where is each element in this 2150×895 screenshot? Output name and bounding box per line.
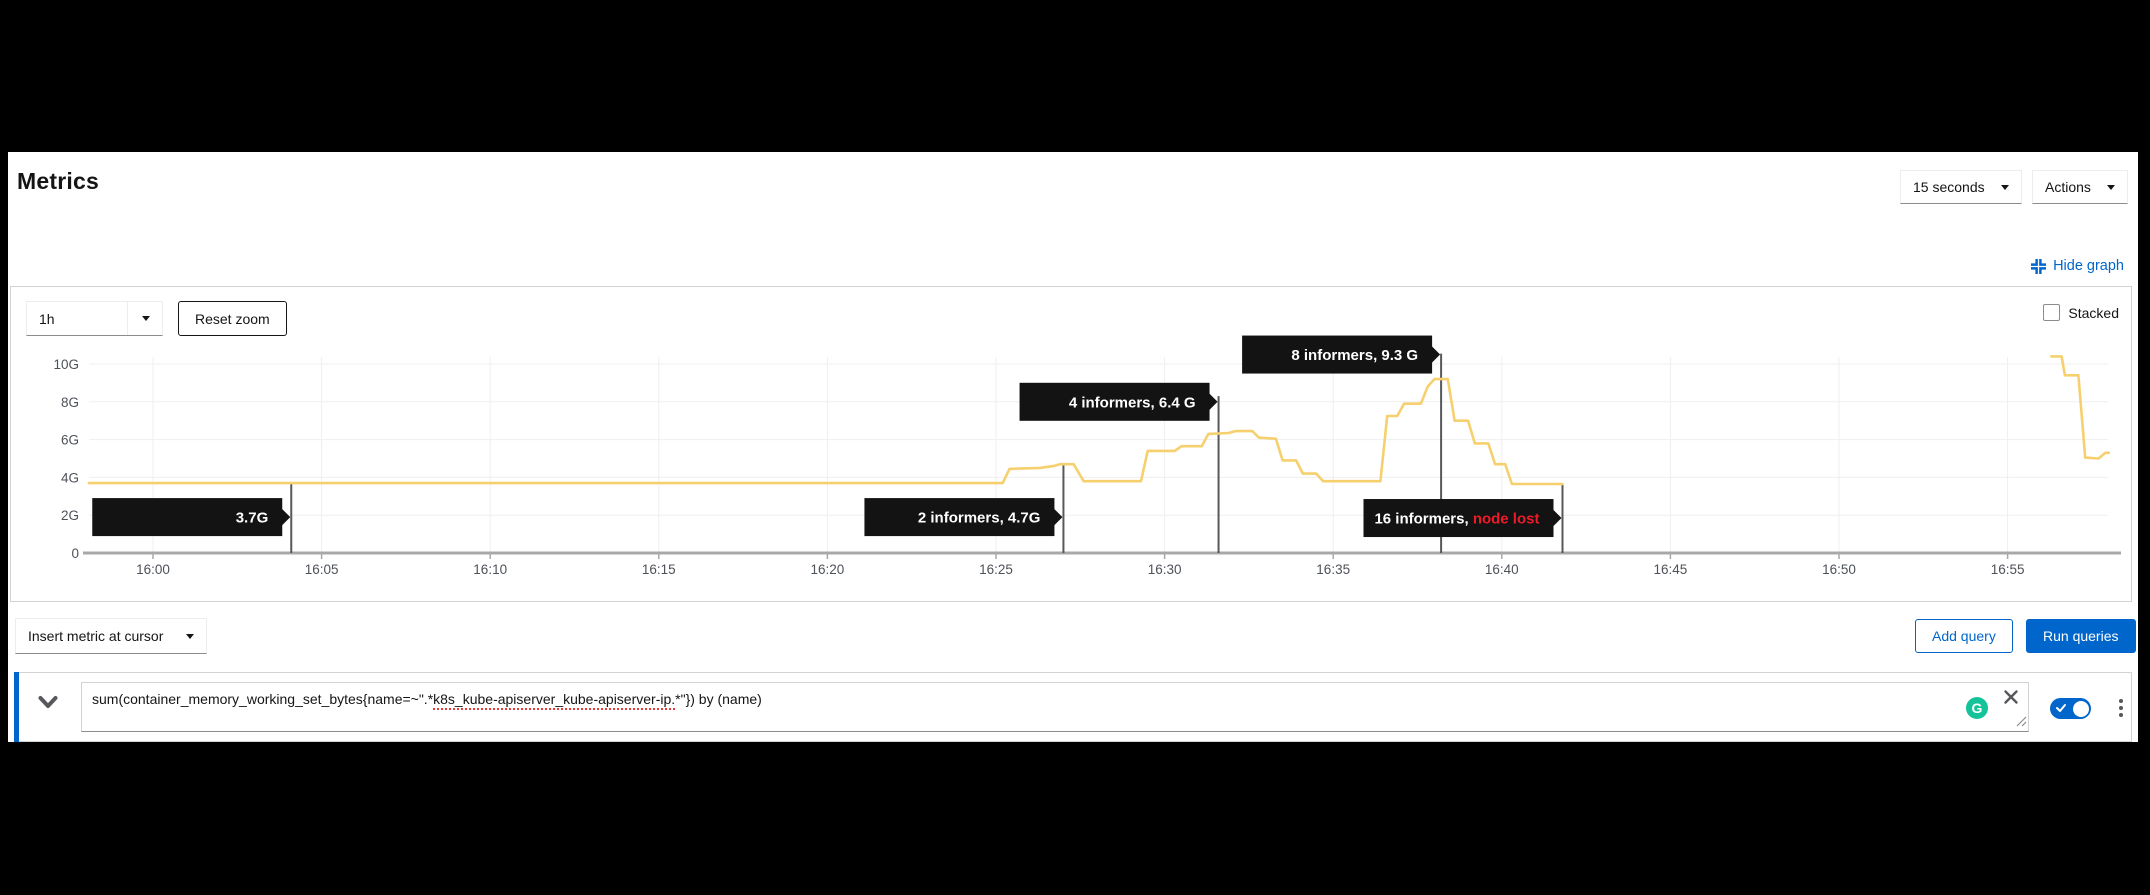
- metrics-page: Metrics 15 seconds Actions Hide graph 1h…: [8, 152, 2138, 742]
- x-tick-label: 16:30: [1148, 562, 1182, 577]
- chevron-down-icon: [2001, 184, 2009, 190]
- query-row: sum(container_memory_working_set_bytes{n…: [14, 672, 2132, 742]
- svg-text:16 informers, node lost: 16 informers, node lost: [1374, 511, 1539, 528]
- svg-text:8 informers, 9.3 G: 8 informers, 9.3 G: [1291, 347, 1418, 364]
- x-tick-label: 16:40: [1485, 562, 1519, 577]
- x-tick-label: 16:35: [1316, 562, 1350, 577]
- x-tick-label: 16:50: [1822, 562, 1856, 577]
- run-queries-button[interactable]: Run queries: [2026, 619, 2136, 653]
- query-expression-suffix: *"}) by (name): [675, 691, 762, 707]
- graph-panel: 1h Reset zoom Stacked 0 2G 4G 6G 8G 10G 16:00 1…: [10, 286, 2132, 602]
- chart-annotation: 8 informers, 9.3 G: [1242, 335, 1441, 374]
- stacked-checkbox[interactable]: [2043, 304, 2061, 321]
- insert-metric-select[interactable]: Insert metric at cursor: [15, 618, 207, 654]
- hide-graph-label: Hide graph: [2053, 258, 2124, 274]
- series-line: [87, 377, 1564, 486]
- stacked-label: Stacked: [2068, 304, 2119, 321]
- query-expression-input[interactable]: sum(container_memory_working_set_bytes{n…: [81, 682, 2029, 732]
- hide-graph-link[interactable]: Hide graph: [2031, 258, 2124, 274]
- actions-menu-button[interactable]: Actions: [2032, 170, 2128, 204]
- kebab-menu-icon[interactable]: [2112, 693, 2130, 723]
- chevron-down-icon: [142, 316, 150, 321]
- x-tick-label: 16:15: [642, 562, 676, 577]
- series-line: [2050, 355, 2111, 460]
- insert-metric-label: Insert metric at cursor: [28, 628, 164, 644]
- x-tick-label: 16:25: [979, 562, 1013, 577]
- close-icon[interactable]: [2002, 688, 2020, 709]
- refresh-interval-value: 15 seconds: [1913, 179, 1985, 195]
- toggle-knob: [2072, 700, 2089, 717]
- y-tick-label: 8G: [61, 395, 79, 410]
- chart-annotation: 16 informers, node lost: [1363, 499, 1562, 538]
- query-enabled-toggle[interactable]: [2050, 698, 2091, 719]
- grammarly-icon[interactable]: G: [1966, 697, 1988, 719]
- y-tick-label: 0: [71, 546, 79, 561]
- actions-label: Actions: [2045, 179, 2091, 195]
- resize-handle[interactable]: [2016, 714, 2027, 730]
- add-query-button[interactable]: Add query: [1915, 619, 2013, 653]
- y-tick-label: 2G: [61, 508, 79, 523]
- chevron-down-icon: [186, 633, 194, 639]
- svg-text:3.7G: 3.7G: [236, 510, 269, 527]
- x-tick-label: 16:05: [305, 562, 339, 577]
- refresh-interval-select[interactable]: 15 seconds: [1900, 170, 2022, 204]
- divider: [127, 302, 128, 335]
- chart-annotation: 3.7G: [92, 498, 291, 537]
- query-accent-bar: [14, 672, 19, 742]
- x-tick-label: 16:45: [1654, 562, 1688, 577]
- collapse-query-chevron-icon[interactable]: [38, 695, 58, 714]
- chart-annotation: 2 informers, 4.7G: [864, 498, 1063, 537]
- y-tick-label: 6G: [61, 433, 79, 448]
- query-expression-spellcheck: k8s_kube-apiserver_kube-apiserver-ip.: [433, 691, 676, 710]
- svg-text:2 informers, 4.7G: 2 informers, 4.7G: [918, 510, 1041, 527]
- x-tick-label: 16:00: [136, 562, 170, 577]
- time-range-select[interactable]: 1h: [26, 301, 163, 336]
- y-tick-label: 10G: [53, 357, 79, 372]
- x-tick-label: 16:10: [473, 562, 507, 577]
- chart-annotation: 4 informers, 6.4 G: [1019, 382, 1218, 421]
- time-range-value: 1h: [39, 310, 55, 327]
- y-tick-label: 4G: [61, 470, 79, 485]
- x-tick-label: 16:55: [1991, 562, 2025, 577]
- query-expression-prefix: sum(container_memory_working_set_bytes{n…: [92, 691, 434, 707]
- compress-icon: [2031, 258, 2047, 274]
- svg-text:4 informers, 6.4 G: 4 informers, 6.4 G: [1069, 394, 1196, 411]
- page-title: Metrics: [17, 168, 99, 194]
- reset-zoom-button[interactable]: Reset zoom: [178, 301, 287, 336]
- x-tick-label: 16:20: [811, 562, 845, 577]
- metrics-chart[interactable]: 0 2G 4G 6G 8G 10G 16:00 16:05 16:10 16:15 16:20 16:…: [11, 287, 2131, 601]
- chevron-down-icon: [2107, 184, 2115, 190]
